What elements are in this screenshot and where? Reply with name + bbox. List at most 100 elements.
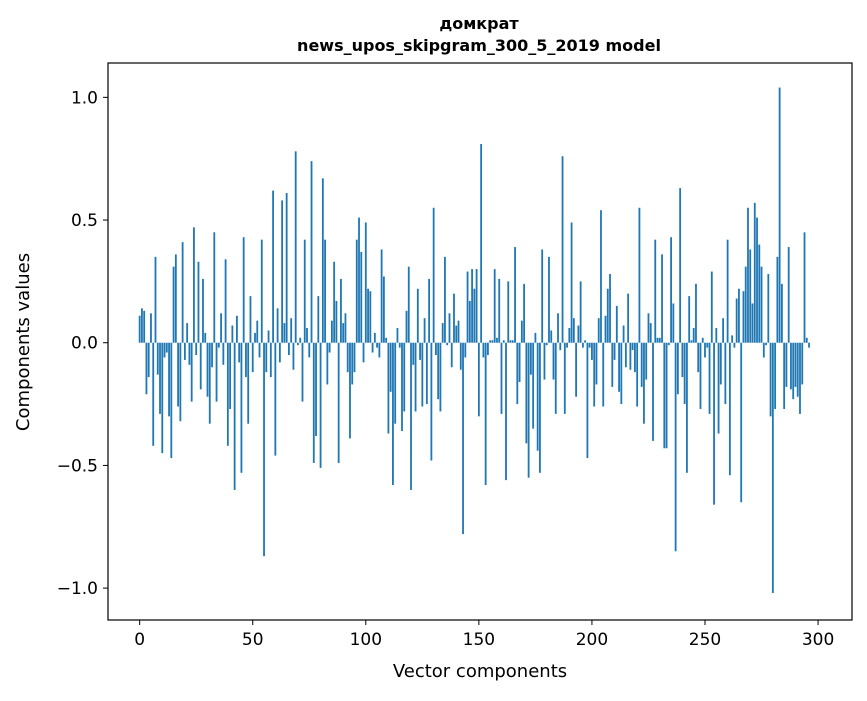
bar-251 [706,342,709,348]
bar-254 [713,342,715,505]
bar-194 [577,325,580,343]
bar-118 [405,310,408,343]
bar-221 [638,207,641,343]
bar-157 [493,269,496,343]
bar-225 [647,313,650,343]
bar-168 [518,342,521,382]
bar-135 [444,256,446,343]
bar-203 [597,318,600,343]
bar-234 [667,342,670,346]
bar-24 [193,227,195,343]
bar-224 [645,342,648,380]
x-tick-label: 100 [350,630,382,650]
bar-290 [794,342,797,387]
bar-237 [674,342,677,552]
bar-130 [432,207,435,343]
y-tick-label: −0.5 [57,456,98,476]
bar-23 [190,342,193,402]
bar-74 [306,328,308,343]
bar-60 [274,342,277,456]
bar-141 [457,320,460,343]
bar-142 [459,342,462,370]
bar-20 [183,342,186,360]
bar-38 [224,259,227,343]
x-tick-label: 300 [802,630,834,650]
bar-12 [165,342,168,353]
bar-69 [294,151,297,343]
bar-230 [658,337,661,343]
bar-19 [181,242,184,343]
bar-249 [701,337,704,343]
bar-10 [161,342,164,454]
bar-212 [618,342,620,392]
x-tick-label: 0 [134,630,145,650]
bar-99 [362,342,365,363]
bar-4 [147,342,150,378]
bar-264 [735,298,738,343]
bar-115 [398,342,401,348]
bar-151 [480,143,483,343]
bar-8 [156,342,159,375]
bar-269 [747,207,749,343]
bar-235 [670,237,672,343]
bar-266 [740,342,743,503]
bar-122 [414,342,417,412]
bar-2 [143,310,146,343]
x-tick-label: 150 [463,630,495,650]
bar-217 [629,342,632,370]
bar-120 [410,342,412,490]
bar-55 [263,342,265,557]
bar-15 [172,266,175,343]
bar-276 [762,342,765,358]
bar-137 [448,313,451,343]
bar-184 [554,342,557,414]
bar-84 [328,342,331,353]
bar-88 [337,342,340,463]
bar-239 [679,188,682,343]
bar-220 [636,342,639,407]
bar-191 [570,222,573,343]
bar-153 [484,342,487,486]
bar-65 [285,193,288,343]
bar-51 [254,332,256,343]
bar-209 [611,342,614,387]
bar-143 [462,342,464,535]
bar-144 [464,342,467,358]
bar-13 [168,342,170,417]
bar-58 [269,342,272,378]
bar-195 [579,281,582,343]
bar-103 [371,342,374,353]
bar-67 [290,318,293,343]
bar-253 [710,271,713,343]
bar-131 [435,342,437,355]
bar-124 [419,342,421,360]
bar-174 [532,342,535,429]
bar-211 [615,305,618,343]
bar-205 [602,342,605,407]
bar-160 [500,342,503,414]
bar-248 [699,342,702,409]
bar-119 [407,266,410,343]
bar-61 [276,308,279,343]
bar-267 [742,291,745,343]
bar-7 [154,256,157,343]
bar-228 [654,239,657,343]
bar-283 [778,87,781,343]
bar-82 [324,239,326,343]
bar-294 [803,232,806,343]
x-axis-label: Vector components [393,661,567,682]
bar-100 [364,222,367,343]
bar-199 [588,342,591,348]
bar-83 [326,342,329,385]
x-axis-ticks: 0 50 100 150 200 250 300 [134,620,834,650]
chart-title-line-2: news_upos_skipgram_300_5_2019 model [297,36,661,55]
bar-223 [643,342,645,424]
bar-53 [258,342,261,358]
bar-180 [545,342,548,346]
bar-125 [421,342,424,407]
bar-265 [738,288,740,343]
bar-167 [516,342,519,405]
bar-158 [496,337,498,343]
bar-185 [557,313,559,343]
bar-62 [278,342,281,363]
